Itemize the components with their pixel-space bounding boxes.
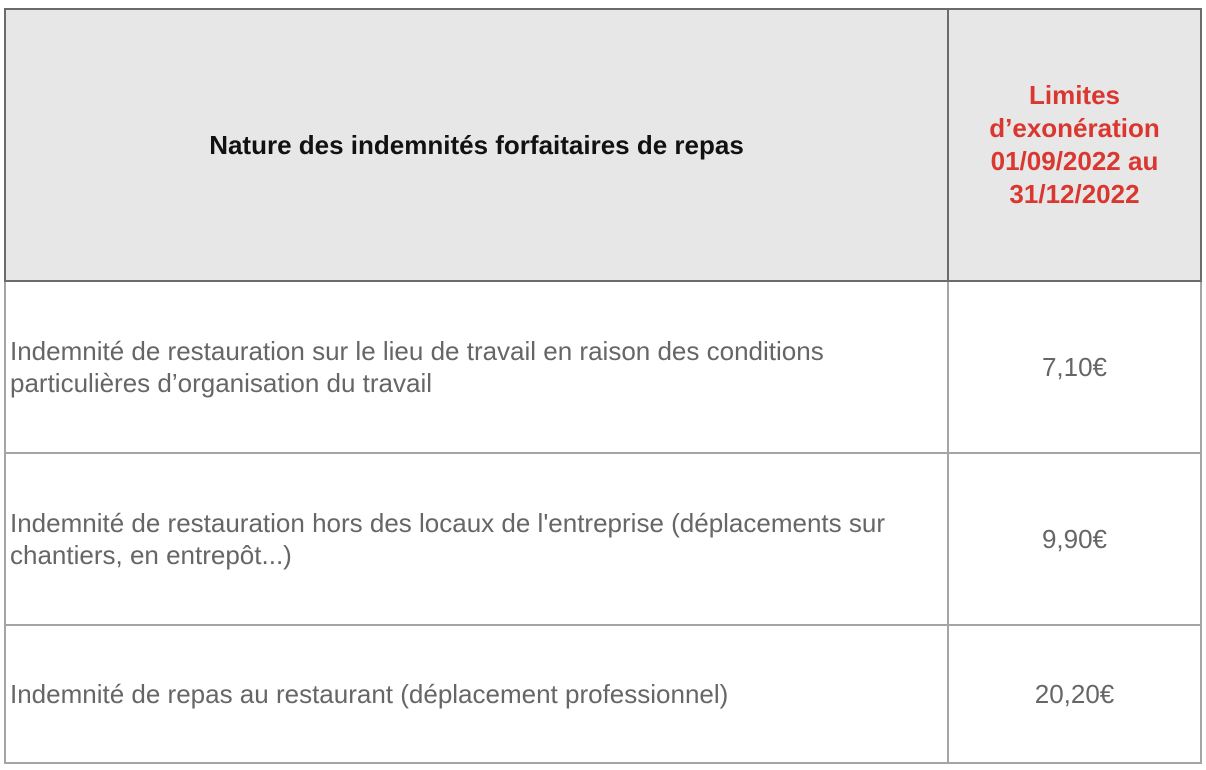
- limit-cell: 20,20€: [947, 624, 1202, 764]
- nature-cell: Indemnité de restauration sur le lieu de…: [4, 280, 949, 454]
- header-nature: Nature des indemnités forfaitaires de re…: [4, 8, 949, 282]
- meal-allowance-table: Nature des indemnités forfaitaires de re…: [4, 8, 1202, 764]
- header-limits: Limites d’exonération 01/09/2022 au 31/1…: [947, 8, 1202, 282]
- limit-cell: 7,10€: [947, 280, 1202, 454]
- limit-cell: 9,90€: [947, 452, 1202, 626]
- table-row: Indemnité de restauration sur le lieu de…: [4, 280, 1202, 454]
- table-row: Indemnité de repas au restaurant (déplac…: [4, 624, 1202, 764]
- nature-cell: Indemnité de restauration hors des locau…: [4, 452, 949, 626]
- header-row: Nature des indemnités forfaitaires de re…: [4, 8, 1202, 282]
- nature-cell: Indemnité de repas au restaurant (déplac…: [4, 624, 949, 764]
- table-row: Indemnité de restauration hors des locau…: [4, 452, 1202, 626]
